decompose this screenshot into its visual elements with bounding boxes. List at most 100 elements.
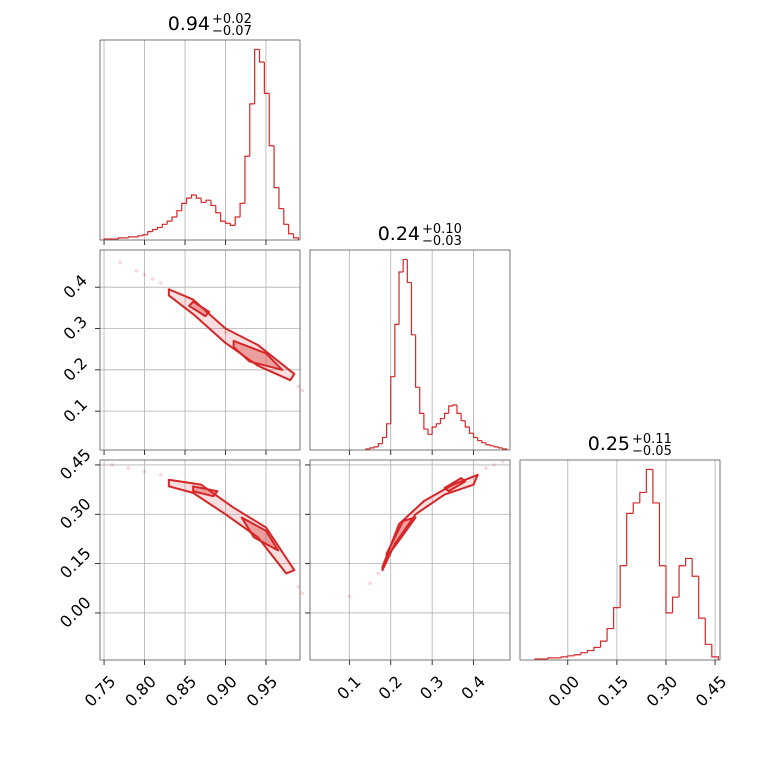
x-tick-label: 0.1 — [333, 672, 364, 703]
sample-point — [158, 473, 163, 477]
histogram-step — [195, 194, 202, 199]
histogram-step — [292, 233, 299, 240]
histogram-step — [580, 652, 588, 655]
histogram-step — [369, 447, 375, 449]
histogram-step — [586, 649, 594, 653]
y-tick-label: 0.00 — [56, 593, 95, 632]
histogram-step — [156, 226, 163, 230]
histogram-step — [205, 199, 211, 203]
histogram-step — [118, 237, 124, 239]
histogram-step — [658, 502, 666, 567]
histogram-step — [468, 426, 474, 434]
panel-frame — [309, 459, 511, 661]
histogram-step — [606, 627, 614, 642]
histogram-step — [147, 231, 153, 235]
histogram-step — [489, 444, 495, 447]
panel-frame — [519, 459, 721, 661]
histogram-step — [190, 194, 197, 199]
histogram-step — [176, 210, 182, 217]
y-tick-label: 0.2 — [60, 353, 91, 384]
histogram-step — [381, 436, 387, 444]
histogram-step — [249, 103, 255, 157]
histogram-step — [254, 48, 260, 104]
histogram-step — [273, 145, 279, 189]
x-tick-label: 0.15 — [594, 672, 633, 711]
histogram-step — [501, 447, 508, 450]
y-tick-label: 0.15 — [56, 544, 95, 583]
histogram-step — [652, 469, 660, 504]
histogram-step — [137, 235, 143, 237]
sample-point — [376, 571, 381, 576]
histogram-step — [613, 607, 621, 629]
histogram-step — [698, 576, 706, 619]
histogram-step — [691, 558, 699, 577]
histogram-step — [377, 443, 383, 447]
histogram-step — [386, 423, 391, 438]
sample-point — [118, 260, 123, 265]
histogram-step — [390, 376, 395, 424]
sample-point — [142, 272, 147, 277]
histogram-step — [477, 437, 482, 442]
panel-frame — [99, 459, 301, 661]
x-tick-label: 0.75 — [81, 672, 120, 711]
histogram-step — [127, 236, 134, 238]
histogram-step — [452, 404, 457, 407]
histogram-step — [443, 412, 449, 419]
histogram-step — [166, 220, 173, 225]
sample-point — [300, 388, 305, 393]
sample-point — [492, 463, 497, 467]
histogram-step — [423, 413, 429, 430]
panel-frame — [99, 39, 301, 241]
panel-frame — [309, 249, 511, 451]
histogram-step — [485, 442, 491, 446]
title-minus: −0.07 — [212, 24, 252, 39]
panel-frame — [99, 249, 301, 451]
histogram-step — [678, 565, 686, 598]
title-minus: −0.05 — [632, 444, 672, 459]
sample-point — [347, 594, 352, 599]
histogram-step — [704, 618, 712, 645]
histogram-step — [560, 656, 568, 658]
x-tick-label: 0.2 — [375, 672, 406, 703]
histogram-step — [481, 440, 486, 444]
histogram-step — [493, 445, 499, 448]
y-tick-label: 0.1 — [60, 395, 91, 426]
histogram-step — [599, 640, 608, 648]
x-tick-label: 0.3 — [416, 672, 447, 703]
x-tick-label: 0.80 — [121, 672, 160, 711]
histogram-step — [435, 423, 441, 427]
sample-point — [158, 281, 163, 285]
contour — [381, 473, 479, 572]
histogram-step — [406, 259, 412, 284]
histogram-step — [258, 49, 265, 63]
contour — [232, 339, 284, 371]
panel: 0.1 0.2 0.3 0.4 — [60, 249, 305, 455]
title-value: 0.94 — [168, 13, 210, 35]
contour — [192, 485, 219, 498]
histogram-step — [464, 420, 470, 428]
histogram-step — [402, 258, 408, 272]
panel: 0.94 +0.02−0.07 — [99, 12, 301, 245]
sample-point — [296, 384, 301, 389]
sample-point — [134, 268, 139, 273]
y-tick-label: 0.3 — [60, 312, 91, 343]
histogram-step — [288, 224, 294, 235]
panel-title: 0.94 — [168, 13, 210, 35]
histogram-step — [171, 216, 177, 222]
panel: 0.1 0.2 0.3 0.4 — [305, 459, 511, 703]
histogram-step — [547, 657, 555, 659]
histogram-step — [711, 644, 719, 660]
histogram-step — [152, 228, 158, 232]
histogram-step — [283, 208, 289, 225]
contour — [443, 477, 467, 493]
sample-point — [368, 581, 372, 586]
sample-point — [484, 466, 488, 471]
panel-title: 0.25 — [588, 433, 630, 455]
y-tick-label: 0.4 — [60, 271, 91, 302]
title-plus: +0.10 — [422, 222, 462, 237]
x-tick-label: 0.90 — [202, 672, 241, 711]
histogram-step — [419, 387, 424, 414]
x-tick-label: 0.00 — [544, 672, 583, 711]
panel: 0.24 +0.10−0.03 — [309, 222, 511, 455]
